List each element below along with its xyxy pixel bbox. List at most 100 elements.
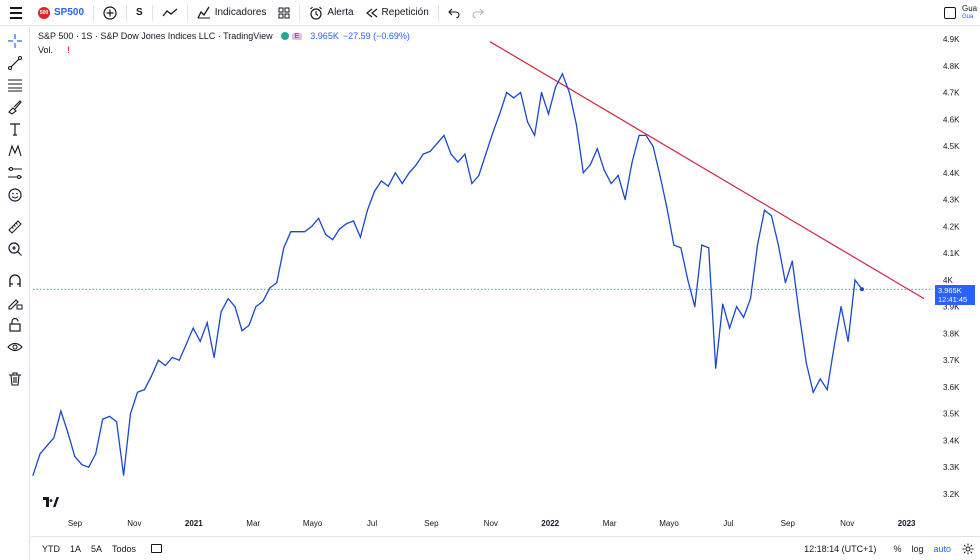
price-point	[638, 134, 640, 136]
alert-button[interactable]: Alerta	[303, 0, 359, 26]
layouts-button[interactable]	[272, 0, 296, 26]
price-point	[443, 134, 445, 136]
price-point	[784, 282, 787, 284]
trendline-tool[interactable]	[4, 53, 26, 73]
redo-button[interactable]	[466, 0, 490, 26]
range-ytd-button[interactable]: YTD	[42, 543, 60, 554]
x-tick-label: Sep	[68, 519, 83, 528]
bottom-toolbar: YTD 1A 5A Todos 12:18:14 (UTC+1) % log a…	[31, 536, 980, 560]
price-point	[213, 356, 215, 359]
price-point	[234, 306, 236, 308]
chart-type-button[interactable]	[156, 0, 184, 26]
price-point	[352, 220, 355, 222]
top-toolbar: 500 SP500 S Indicadores Alerta Re	[0, 0, 980, 26]
menu-button[interactable]	[0, 0, 32, 26]
legend-price: 3.965K	[310, 31, 339, 41]
ruler-icon	[8, 220, 22, 234]
y-tick-label: 3.8K	[943, 329, 960, 338]
replay-label: Repetición	[381, 7, 429, 18]
remove-drawings-tool[interactable]	[4, 369, 26, 389]
y-tick-label: 4.6K	[943, 115, 960, 124]
volume-label[interactable]: Vol.	[38, 45, 54, 55]
x-tick-label: 2023	[898, 519, 916, 528]
price-point	[157, 359, 159, 361]
warning-icon[interactable]: !	[67, 45, 71, 55]
sp500-logo-icon: 500	[38, 6, 50, 19]
price-point	[527, 121, 529, 123]
prediction-tool[interactable]	[4, 163, 26, 183]
hide-drawings-tool[interactable]	[4, 337, 26, 357]
price-axis[interactable]: 4.9K 4.8K 4.7K 4.6K 4.5K 4.4K 4.3K 4.2K 4.1K 4K 3.…	[943, 35, 960, 499]
icons-tool[interactable]	[4, 185, 26, 205]
price-point	[743, 316, 745, 318]
chart-legend: S&P 500 · 1S · S&P Dow Jones Indices LLC…	[38, 31, 410, 41]
magnet-icon	[9, 274, 21, 287]
percent-toggle[interactable]: %	[893, 544, 902, 554]
price-point	[422, 153, 424, 155]
pattern-tool[interactable]	[4, 141, 26, 161]
range-all-button[interactable]: Todos	[112, 543, 137, 554]
price-point	[631, 161, 633, 163]
price-axis-label: 3.965K 12:41:45	[935, 285, 975, 305]
y-tick-label: 3.5K	[943, 410, 960, 419]
measure-tool[interactable]	[4, 217, 26, 237]
price-point	[840, 306, 842, 308]
legend-change: −27.59 (−0.69%)	[342, 31, 410, 41]
log-toggle[interactable]: log	[911, 544, 924, 554]
price-point	[129, 413, 132, 415]
replay-button[interactable]: Repetición	[360, 0, 435, 26]
price-point	[770, 215, 773, 217]
price-point	[589, 164, 591, 166]
price-point	[652, 145, 654, 147]
range-1y-button[interactable]: 1A	[70, 543, 82, 554]
price-point	[408, 172, 410, 174]
price-point	[262, 300, 264, 302]
calendar-icon[interactable]	[151, 544, 163, 553]
y-tick-label: 4.9K	[943, 35, 960, 44]
earnings-badge[interactable]: E	[291, 32, 303, 40]
zoom-tool[interactable]	[4, 239, 26, 259]
tradingview-logo-icon[interactable]	[43, 497, 59, 507]
legend-title[interactable]: S&P 500 · 1S · S&P Dow Jones Indices LLC…	[38, 31, 273, 41]
clock-display[interactable]: 12:18:14 (UTC+1)	[804, 544, 877, 554]
text-tool[interactable]	[4, 119, 26, 139]
divider	[126, 4, 128, 21]
fib-tool[interactable]	[4, 75, 26, 95]
crosshair-tool[interactable]	[4, 31, 26, 51]
brush-tool[interactable]	[4, 97, 26, 117]
settings-gear-icon[interactable]	[962, 543, 974, 555]
price-point	[60, 410, 62, 412]
save-button[interactable]: Gua Gua	[962, 5, 980, 21]
price-point	[297, 231, 299, 233]
stay-drawing-tool[interactable]	[4, 293, 26, 313]
price-point	[178, 359, 180, 361]
range-5y-button[interactable]: 5A	[91, 543, 103, 554]
time-axis[interactable]: Sep Nov 2021 Mar Mayo Jul Sep Nov 2022 Mar Mayo Jul…	[68, 519, 916, 528]
trendline-drawing[interactable]	[489, 41, 925, 300]
auto-toggle[interactable]: auto	[933, 544, 951, 554]
interval-label: S	[136, 7, 143, 18]
y-tick-label: 3.9K	[943, 303, 960, 312]
price-point	[610, 182, 612, 185]
symbol-search-button[interactable]: 500 SP500	[32, 0, 90, 26]
y-tick-label: 4.4K	[943, 169, 960, 178]
x-tick-label: Nov	[484, 519, 498, 528]
undo-button[interactable]	[442, 0, 466, 26]
market-status-icon[interactable]	[280, 32, 289, 40]
save-sublabel: Gua	[962, 14, 974, 20]
price-point	[624, 199, 626, 201]
indicators-button[interactable]: Indicadores	[191, 0, 273, 26]
price-point	[248, 324, 250, 326]
interval-button[interactable]: S	[130, 0, 149, 26]
lock-drawings-tool[interactable]	[4, 315, 26, 335]
fullscreen-icon[interactable]	[944, 7, 956, 19]
compare-button[interactable]	[97, 0, 123, 26]
price-point	[67, 431, 69, 433]
price-point	[756, 244, 759, 246]
price-point	[359, 236, 361, 238]
price-point	[311, 225, 313, 227]
fib-lines-icon	[8, 79, 22, 92]
price-point	[499, 113, 501, 115]
magnet-tool[interactable]	[4, 271, 26, 291]
